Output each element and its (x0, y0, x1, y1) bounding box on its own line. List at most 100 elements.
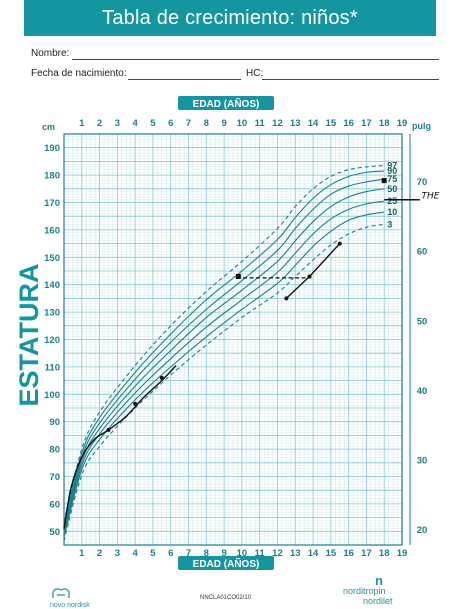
x-tick-label-top: 7 (186, 118, 191, 129)
name-label: Nombre: (31, 48, 70, 59)
percentile-curve-90 (63, 170, 385, 525)
bull-icon (52, 588, 70, 598)
percentile-label-97: 97 (387, 161, 397, 171)
patient-point (284, 296, 289, 301)
x-tick-label-bottom: 16 (343, 548, 354, 559)
y-tick-label-in: 30 (417, 456, 428, 467)
y-tick-label-in: 50 (417, 316, 428, 327)
x-tick-label-bottom: 4 (133, 548, 139, 559)
x-tick-label-bottom: 10 (237, 548, 248, 559)
y-unit-right: pulg (412, 121, 431, 131)
y-tick-label-cm: 100 (44, 390, 60, 401)
percentile-label-3: 3 (387, 219, 392, 229)
chart-axes (63, 133, 411, 546)
hc-label: HC: (246, 68, 264, 79)
percentile-label-50: 50 (387, 184, 397, 194)
y-tick-label-cm: 140 (44, 280, 60, 291)
patient-point (307, 274, 312, 279)
x-tick-label-top: 3 (115, 118, 120, 129)
document-code: NNCLA01CO02/10 (200, 595, 252, 601)
name-input-line[interactable] (72, 59, 439, 60)
percentile-curve-10 (63, 211, 385, 537)
patient-point (106, 427, 111, 432)
birthdate-label: Fecha de nacimiento: (31, 68, 127, 79)
x-tick-label-top: 17 (361, 118, 372, 129)
patient-marker (381, 178, 387, 184)
percentile-label-10: 10 (387, 207, 397, 217)
bottom-x-axis-label-box (178, 556, 274, 570)
y-tick-label-cm: 110 (45, 362, 60, 373)
x-tick-label-bottom: 1 (79, 548, 85, 559)
y-tick-label-cm: 50 (49, 527, 60, 538)
y-tick-label-cm: 120 (44, 335, 60, 346)
x-tick-label-top: 12 (272, 118, 283, 129)
percentile-label-25: 25 (387, 196, 397, 206)
percentile-label-75: 75 (387, 174, 397, 184)
y-tick-label-cm: 80 (49, 445, 60, 456)
y-tick-label-in: 20 (417, 525, 428, 536)
hc-field: HC: (246, 68, 263, 79)
y-tick-label-cm: 130 (44, 308, 60, 319)
percentile-curve-97 (63, 164, 385, 522)
x-tick-label-bottom: 3 (115, 548, 120, 559)
chart-tick-labels: 1122334455667788991010111112121313141415… (44, 118, 427, 559)
percentile-curve-3 (63, 223, 385, 542)
n-logo-icon: n (375, 573, 383, 588)
x-tick-label-bottom: 13 (290, 548, 301, 559)
y-tick-label-in: 40 (417, 386, 428, 397)
y-tick-label-cm: 160 (44, 225, 60, 236)
chart-title-banner: Tabla de crecimiento: niños* (24, 0, 436, 36)
y-tick-label-cm: 190 (44, 143, 60, 154)
handwritten-annotation: THE (421, 191, 439, 201)
x-tick-label-bottom: 18 (379, 548, 390, 559)
y-tick-label-cm: 150 (44, 253, 60, 264)
x-tick-label-bottom: 12 (272, 548, 283, 559)
patient-point (337, 241, 342, 246)
percentile-label-90: 90 (387, 166, 397, 176)
left-brand-text: novo nordisk (50, 602, 90, 609)
x-tick-label-bottom: 5 (150, 548, 156, 559)
y-unit-left: cm (42, 122, 55, 132)
x-tick-label-top: 9 (221, 118, 226, 129)
bottom-x-axis-label: EDAD (AÑOS) (193, 557, 260, 570)
top-x-axis-label: EDAD (AÑOS) (193, 97, 260, 110)
y-tick-label-cm: 60 (49, 499, 60, 510)
percentile-curve-75 (63, 178, 385, 528)
x-tick-label-bottom: 2 (97, 548, 102, 559)
x-tick-label-top: 15 (326, 118, 337, 129)
top-x-axis-label-box (178, 96, 274, 110)
x-tick-label-bottom: 7 (186, 548, 191, 559)
x-tick-label-bottom: 17 (361, 548, 372, 559)
plot-frame (63, 133, 403, 546)
right-brand-line2: nordilet (363, 596, 393, 606)
right-brand-line1: norditropin (343, 586, 386, 596)
patient-point (133, 401, 138, 406)
x-tick-label-top: 13 (290, 118, 301, 129)
patient-plot: THE (63, 178, 440, 529)
novo-nordisk-logo: novo nordisk (50, 586, 90, 609)
y-tick-label-cm: 170 (44, 198, 60, 209)
y-tick-label-in: 70 (417, 177, 428, 188)
x-tick-label-bottom: 6 (168, 548, 173, 559)
x-tick-label-top: 16 (343, 118, 354, 129)
norditropin-logo: n norditropin nordilet (343, 573, 393, 606)
x-tick-label-bottom: 14 (308, 548, 319, 559)
hc-input-line[interactable] (262, 79, 439, 80)
name-field: Nombre: (31, 48, 69, 59)
birthdate-field: Fecha de nacimiento: (31, 68, 127, 79)
percentile-curve-25 (63, 200, 385, 535)
x-tick-label-bottom: 19 (397, 548, 408, 559)
patient-marker (235, 273, 241, 279)
birthdate-input-line[interactable] (128, 79, 241, 80)
x-tick-label-top: 19 (397, 118, 408, 129)
x-tick-label-bottom: 15 (326, 548, 337, 559)
x-tick-label-top: 10 (237, 118, 248, 129)
x-tick-label-top: 4 (133, 118, 139, 129)
x-tick-label-top: 1 (79, 118, 85, 129)
x-tick-label-top: 6 (168, 118, 173, 129)
x-tick-label-top: 14 (308, 118, 319, 129)
y-tick-label-cm: 90 (49, 417, 60, 428)
patient-point (159, 375, 164, 380)
y-tick-label-cm: 70 (49, 472, 60, 483)
